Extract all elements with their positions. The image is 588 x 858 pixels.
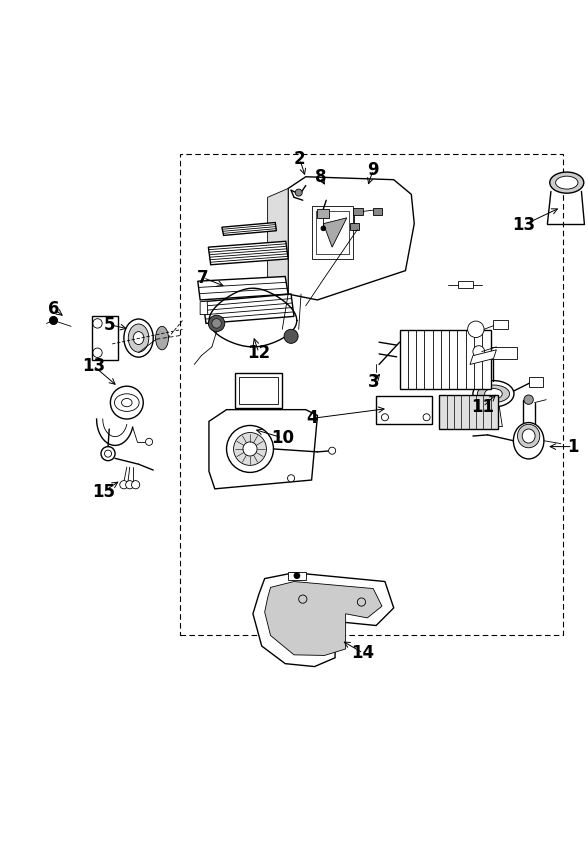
Text: 7: 7 — [197, 269, 209, 287]
Circle shape — [295, 189, 302, 196]
Circle shape — [288, 474, 295, 482]
Circle shape — [208, 315, 225, 332]
Text: 14: 14 — [352, 644, 375, 662]
Bar — [288, 571, 306, 580]
Circle shape — [284, 329, 298, 343]
Text: 12: 12 — [247, 344, 270, 362]
Circle shape — [467, 321, 484, 337]
Circle shape — [212, 318, 221, 328]
Ellipse shape — [517, 425, 540, 448]
Polygon shape — [198, 276, 288, 300]
Circle shape — [524, 395, 533, 404]
Ellipse shape — [485, 389, 502, 399]
Ellipse shape — [473, 381, 514, 407]
Text: 10: 10 — [270, 429, 294, 447]
Circle shape — [49, 317, 58, 324]
Circle shape — [294, 573, 300, 578]
Polygon shape — [253, 573, 394, 667]
Polygon shape — [470, 350, 496, 365]
Bar — [316, 211, 349, 254]
Polygon shape — [209, 409, 318, 489]
Circle shape — [321, 226, 326, 231]
Polygon shape — [323, 218, 347, 247]
Text: 6: 6 — [48, 299, 59, 317]
Circle shape — [146, 438, 153, 445]
Ellipse shape — [513, 422, 544, 459]
Bar — [376, 396, 432, 425]
Bar — [179, 154, 563, 636]
Bar — [373, 208, 382, 214]
Bar — [400, 330, 490, 390]
Circle shape — [473, 346, 485, 358]
Ellipse shape — [133, 332, 144, 345]
Polygon shape — [203, 294, 294, 323]
Circle shape — [111, 386, 143, 419]
Bar — [92, 316, 118, 360]
Ellipse shape — [477, 385, 510, 402]
Circle shape — [226, 426, 273, 473]
Circle shape — [132, 480, 140, 489]
Bar — [239, 377, 278, 404]
Bar — [353, 208, 363, 214]
Bar — [439, 395, 498, 429]
Text: 13: 13 — [512, 216, 536, 234]
Bar — [493, 321, 508, 329]
Text: 2: 2 — [294, 150, 306, 168]
Bar — [312, 206, 353, 259]
Bar — [318, 209, 329, 218]
Text: 3: 3 — [368, 373, 379, 391]
Text: 11: 11 — [472, 398, 495, 416]
Polygon shape — [222, 222, 276, 235]
Ellipse shape — [156, 326, 169, 350]
Polygon shape — [208, 241, 288, 265]
Ellipse shape — [556, 176, 578, 189]
Text: 1: 1 — [567, 438, 579, 456]
Text: 5: 5 — [103, 316, 115, 334]
Text: 8: 8 — [315, 168, 326, 186]
Polygon shape — [268, 189, 288, 294]
Bar — [470, 347, 517, 359]
Bar — [235, 372, 282, 408]
Bar — [458, 281, 473, 288]
Circle shape — [243, 442, 257, 456]
Circle shape — [126, 480, 134, 489]
Circle shape — [329, 447, 336, 454]
Text: 13: 13 — [82, 357, 105, 375]
Text: 9: 9 — [368, 160, 379, 178]
Polygon shape — [288, 177, 415, 300]
Ellipse shape — [124, 319, 153, 357]
Text: 15: 15 — [92, 483, 115, 501]
Bar — [350, 222, 359, 230]
Polygon shape — [200, 301, 208, 315]
Polygon shape — [265, 582, 382, 656]
Ellipse shape — [522, 429, 535, 443]
Text: 4: 4 — [306, 409, 318, 427]
Bar — [529, 378, 543, 387]
Circle shape — [120, 480, 128, 489]
Ellipse shape — [128, 324, 149, 352]
Circle shape — [233, 432, 266, 465]
Ellipse shape — [550, 172, 584, 193]
